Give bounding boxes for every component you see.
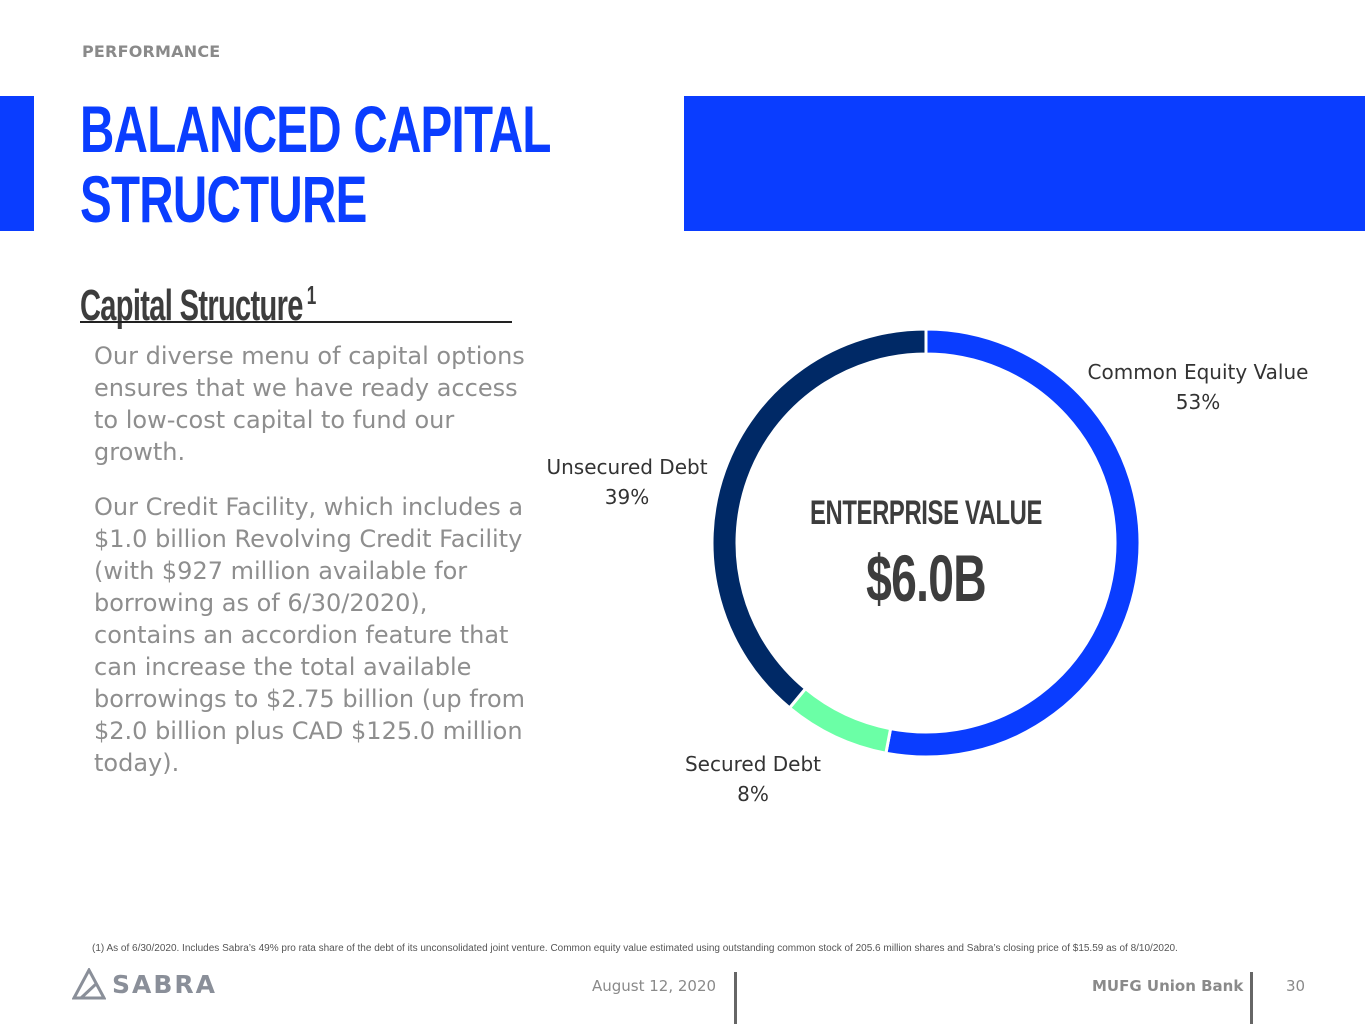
title-line-1: BALANCED CAPITAL (80, 92, 551, 166)
slice-label-unsecured-debt: Unsecured Debt 39% (546, 452, 707, 512)
slice-label-secured-debt: Secured Debt 8% (685, 749, 821, 809)
title-line-2: STRUCTURE (80, 162, 367, 236)
accent-bar-right (684, 96, 1365, 231)
slice-name: Unsecured Debt (546, 455, 708, 479)
paragraph-2: Our Credit Facility, which includes a $1… (94, 493, 526, 777)
slice-percent: 53% (1175, 390, 1221, 414)
sabra-logo-icon (72, 968, 106, 1000)
slice-label-common-equity: Common Equity Value 53% (1088, 357, 1309, 417)
donut-slice-secured-debt (787, 686, 893, 755)
footnote: (1) As of 6/30/2020. Includes Sabra’s 49… (92, 943, 1178, 954)
footer-divider-2 (1250, 972, 1253, 1024)
accent-bar-left (0, 96, 34, 231)
footnote-marker: 1 (306, 280, 317, 310)
slice-name: Secured Debt (684, 752, 822, 776)
footer-date: August 12, 2020 (592, 977, 717, 995)
logo-text: SABRA (112, 969, 218, 999)
slice-name: Common Equity Value (1087, 360, 1309, 384)
donut-slice-unsecured-debt (710, 327, 928, 711)
enterprise-value-amount: $6.0B (866, 541, 986, 615)
page-number: 30 (1286, 977, 1306, 995)
paragraph-1: Our diverse menu of capital options ensu… (94, 342, 525, 466)
slice-percent: 8% (737, 782, 769, 806)
section-label: PERFORMANCE (82, 42, 221, 61)
footer-bank: MUFG Union Bank (1092, 977, 1244, 995)
sabra-logo: SABRA (72, 968, 217, 1000)
body-text: Our diverse menu of capital options ensu… (94, 340, 534, 802)
subtitle-underline (80, 321, 512, 323)
page-title: BALANCED CAPITAL STRUCTURE (80, 94, 551, 234)
slice-percent: 39% (604, 485, 650, 509)
footer-divider-1 (734, 972, 737, 1024)
enterprise-value-label: ENTERPRISE VALUE (810, 494, 1042, 532)
